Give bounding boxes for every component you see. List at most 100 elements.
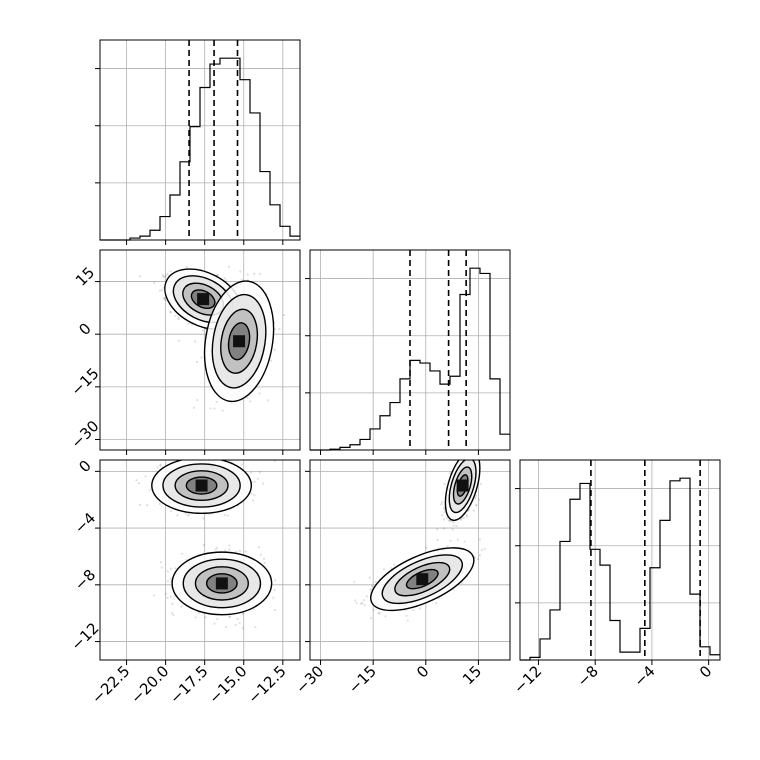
xtick-label: −17.5 [166,662,211,707]
pair-0-1-point [164,274,167,277]
hist-1-bar-14 [450,376,460,450]
hist-2-bar-13 [650,568,660,660]
hist-2-bar-16 [680,478,690,660]
pair-1-2-point [445,517,448,520]
pair-1-2-point [466,456,468,458]
xtick-label: −22.5 [88,662,133,707]
pair-0-2-point [159,464,162,467]
pair-0-1-point [153,281,156,284]
xtick-label: −4 [630,662,658,690]
pair-0-2-point [166,596,169,599]
pair-0-2-point [164,592,167,595]
pair-0-1-point [278,328,281,331]
pair-0-2-point [273,608,276,612]
pair-0-2-point [194,616,197,619]
hist-panel-2: −12 −8 −4 0 [510,459,721,697]
pair-0-2-point [257,546,261,549]
pair-1-2-point [469,450,471,452]
hist-0-bar-10 [200,88,210,240]
hist-2-bar-6 [580,483,590,660]
pair-1-2-point [476,454,478,456]
pair-0-1-point [209,407,212,410]
pair-0-2-point [227,451,229,453]
pair-0-2-point [169,457,171,459]
pair-0-1-point [215,400,218,404]
hist-0-bar-12 [220,58,230,240]
hist-1-bar-4 [350,445,360,450]
pair-0-2-point [228,548,231,551]
pair-0-1-point [177,316,180,319]
hist-2-frame [519,459,721,661]
pair-0-2-point [135,479,138,482]
pair-0-2-point [250,492,253,495]
pair-0-2-point [254,625,257,629]
hist-2-bar-18 [700,647,710,660]
pair-0-1-point [195,360,199,363]
pair-0-1-point [283,314,286,317]
pair-1-2-point [440,501,444,504]
pair-1-2-point [355,601,358,605]
pair-1-2-point [463,456,465,458]
pair-1-2-point [359,602,362,605]
pair-0-1-point [273,328,277,331]
pair-0-2-point [228,615,231,618]
pair-0-1-peak-1 [233,335,246,348]
pair-0-1-point [161,273,165,277]
pair-1-2-point [477,498,481,501]
xtick-label: 0 [696,662,715,681]
hist-0-bar-7 [170,195,180,240]
pair-1-2-point [464,453,466,455]
pair-1-2-point [462,516,465,520]
xtick-label: −20.0 [127,662,172,707]
pair-1-2-point [460,518,463,521]
hist-1-bar-10 [410,360,420,450]
pair-1-2-point [443,527,446,530]
pair-0-2-point [169,595,173,598]
pair-0-2-peak-1 [215,577,228,590]
pair-0-2-point [158,502,161,506]
hist-2-bar-17 [690,594,700,660]
pair-0-1-content [138,265,286,412]
pair-0-2-point [174,567,177,570]
pair-1-2-point [436,528,439,531]
hist-0-bar-14 [240,80,250,240]
pair-0-1-point [158,289,162,292]
pair-0-1-point [270,359,273,362]
pair-0-1-point [216,273,219,277]
pair-1-2-point [484,457,486,459]
pair-1-2-point [474,494,478,498]
pair-1-2-point [443,511,446,514]
hist-2-bar-8 [600,565,610,660]
pair-0-2-point [256,477,259,480]
pair-0-2-point [273,579,277,582]
pair-0-2-point [223,513,226,517]
pair-1-2-point [451,528,454,531]
xtick-label: −8 [574,662,602,690]
pair-0-2-point [262,482,265,485]
pair-0-1-point [246,273,249,276]
hist-0-bar-9 [190,127,200,240]
pair-0-1-peak-0 [197,293,210,306]
pair-1-2-point [442,506,446,510]
pair-0-1-point [162,297,165,300]
pair-0-2-point [272,596,275,599]
hist-2-bar-5 [570,499,580,660]
pair-0-2-point [145,504,149,507]
pair-0-2-point [187,513,190,516]
pair-1-2-point [447,519,450,522]
xtick-label: −15.0 [205,662,250,707]
pair-0-2-point [241,627,244,630]
pair-0-1-frame [99,249,301,451]
pair-0-1-point [202,329,205,332]
pair-1-2-point [448,472,451,475]
pair-0-2-point [156,466,159,469]
pair-1-2-point [443,482,446,485]
pair-1-2-point [452,524,455,527]
pair-1-2-point [457,455,459,457]
pair-0-2-point [234,623,237,626]
pair-0-1-point [258,392,261,395]
pair-1-2-point [472,509,475,512]
pair-0-2-point [240,463,243,466]
pair-0-1-point [249,400,252,403]
pair-0-2-point [204,616,207,619]
